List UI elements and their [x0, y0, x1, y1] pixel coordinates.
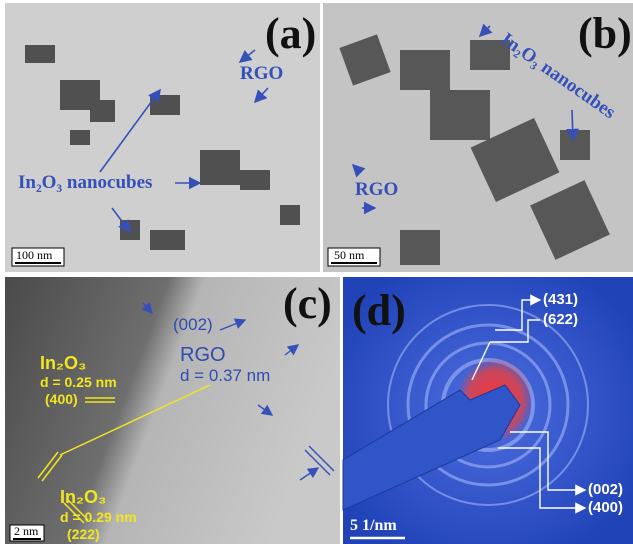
panel-label: (c) [283, 279, 332, 328]
scale-bar-label: 100 nm [16, 248, 53, 262]
annotation: (400) [45, 391, 78, 407]
scale-bar-label: 5 1/nm [350, 517, 397, 534]
annotation: (002) [173, 315, 213, 334]
annotation: In₂O₃ [60, 487, 106, 507]
panel-label: (b) [578, 9, 632, 58]
annotation: (222) [67, 526, 100, 542]
annotation: d = 0.29 nm [60, 509, 137, 525]
diffraction-rings [387, 304, 589, 506]
nanocubes [25, 45, 300, 250]
nanocubes [339, 34, 610, 265]
panel-c: (c) (002) RGO d = 0.37 nm In₂O₃ d = 0.25… [5, 277, 340, 544]
tem-image [5, 3, 320, 272]
panel-b: (b) In₂O₃ nanocubes RGO 50 nm [323, 3, 633, 272]
scale-bar-label: 50 nm [334, 248, 365, 262]
annotation: In₂O₃ nanocubes [18, 172, 152, 193]
lattice-marks [37, 384, 211, 524]
arrows [141, 301, 335, 481]
hrtem-image [5, 277, 340, 544]
panel-label: (d) [352, 286, 406, 335]
panel-a: (a) RGO In₂O₃ nanocubes 100 nm [5, 3, 320, 272]
ring-index: (400) [588, 499, 623, 516]
ring-index: (431) [543, 291, 578, 308]
index-leaders [471, 294, 587, 514]
annotation: RGO [240, 63, 283, 84]
scale-bar-label: 2 nm [14, 524, 39, 538]
annotation: d = 0.25 nm [40, 374, 117, 390]
annotation: RGO [180, 344, 226, 366]
annotation: d = 0.37 nm [180, 366, 270, 385]
annotation: In₂O₃ [40, 353, 86, 373]
annotation: RGO [355, 179, 398, 200]
ring-index: (622) [543, 311, 578, 328]
panel-d: (d) (431) (622) (002) (400) 5 1/nm [342, 277, 633, 544]
ring-index: (002) [588, 481, 623, 498]
panel-label: (a) [265, 9, 316, 58]
